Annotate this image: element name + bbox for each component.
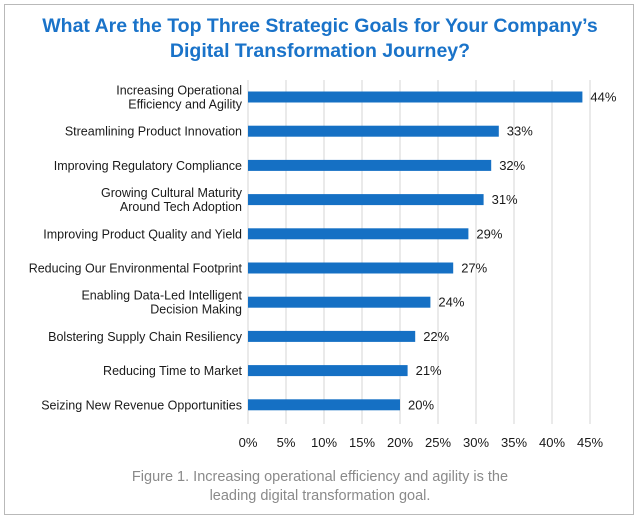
category-label-line: Reducing Our Environmental Footprint bbox=[29, 262, 243, 276]
bar bbox=[248, 399, 400, 411]
category-label-line: Bolstering Supply Chain Resiliency bbox=[48, 330, 243, 344]
value-label: 20% bbox=[408, 397, 434, 412]
bar bbox=[248, 125, 499, 137]
value-label: 29% bbox=[476, 226, 502, 241]
value-label: 21% bbox=[416, 363, 442, 378]
x-tick-label: 30% bbox=[463, 435, 489, 450]
value-label: 33% bbox=[507, 124, 533, 139]
bar bbox=[248, 194, 484, 206]
value-label: 27% bbox=[461, 261, 487, 276]
x-tick-label: 0% bbox=[239, 435, 258, 450]
bar bbox=[248, 365, 408, 377]
x-tick-label: 40% bbox=[539, 435, 565, 450]
bar bbox=[248, 228, 469, 240]
category-label: Streamlining Product Innovation bbox=[65, 125, 242, 139]
category-label-line: Efficiency and Agility bbox=[128, 98, 242, 112]
bar bbox=[248, 91, 583, 103]
figure-caption-line-2: leading digital transformation goal. bbox=[209, 488, 431, 504]
category-label-line: Increasing Operational bbox=[116, 84, 242, 98]
chart-title: What Are the Top Three Strategic Goals f… bbox=[0, 14, 640, 64]
chart-title-line-1: What Are the Top Three Strategic Goals f… bbox=[42, 15, 598, 37]
category-label-line: Seizing New Revenue Opportunities bbox=[41, 398, 242, 412]
x-tick-label: 15% bbox=[349, 435, 375, 450]
value-label: 31% bbox=[492, 192, 518, 207]
bar bbox=[248, 262, 454, 274]
category-label: Reducing Time to Market bbox=[103, 364, 242, 378]
category-label-line: Decision Making bbox=[150, 303, 242, 317]
value-label: 24% bbox=[438, 295, 464, 310]
value-label: 22% bbox=[423, 329, 449, 344]
value-label: 44% bbox=[590, 90, 616, 105]
x-tick-label: 20% bbox=[387, 435, 413, 450]
bar bbox=[248, 296, 431, 308]
category-label: Increasing Operational Efficiency and Agi… bbox=[116, 84, 243, 112]
x-tick-label: 10% bbox=[311, 435, 337, 450]
figure-caption: Figure 1. Increasing operational efficie… bbox=[0, 468, 640, 506]
category-label: Bolstering Supply Chain Resiliency bbox=[48, 330, 243, 344]
category-label: Improving Product Quality and Yield bbox=[43, 227, 242, 241]
category-label: Improving Regulatory Compliance bbox=[54, 159, 242, 173]
category-label-line: Around Tech Adoption bbox=[120, 200, 242, 214]
category-label: Enabling Data-Led Intelligent Decision Ma… bbox=[81, 289, 242, 317]
x-tick-label: 45% bbox=[577, 435, 603, 450]
figure-caption-line-1: Figure 1. Increasing operational efficie… bbox=[131, 469, 509, 485]
category-label-line: Enabling Data-Led Intelligent bbox=[81, 289, 242, 303]
value-label: 32% bbox=[499, 158, 525, 173]
category-label-line: Improving Regulatory Compliance bbox=[54, 159, 242, 173]
category-label-line: Reducing Time to Market bbox=[103, 364, 242, 378]
figure-frame bbox=[4, 4, 634, 515]
category-label: Growing Cultural Maturity Around Tech Ado… bbox=[101, 186, 243, 214]
category-label: Seizing New Revenue Opportunities bbox=[41, 398, 242, 412]
chart-title-line-2: Digital Transformation Journey? bbox=[169, 40, 471, 62]
x-tick-label: 5% bbox=[277, 435, 296, 450]
category-label-line: Growing Cultural Maturity bbox=[101, 186, 243, 200]
category-label: Reducing Our Environmental Footprint bbox=[29, 262, 243, 276]
category-label-line: Streamlining Product Innovation bbox=[65, 125, 242, 139]
x-tick-label: 25% bbox=[425, 435, 451, 450]
x-tick-label: 35% bbox=[501, 435, 527, 450]
category-label-line: Improving Product Quality and Yield bbox=[43, 227, 242, 241]
bar bbox=[248, 330, 416, 342]
bar bbox=[248, 159, 492, 171]
